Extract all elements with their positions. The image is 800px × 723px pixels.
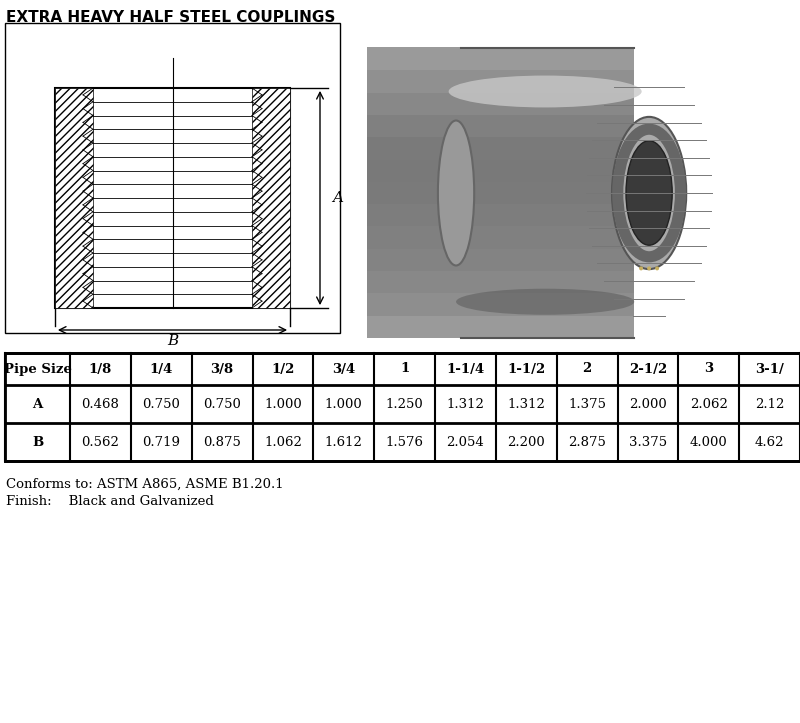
Text: 1.312: 1.312 xyxy=(446,398,484,411)
Text: 1/4: 1/4 xyxy=(150,362,173,375)
Text: 3/4: 3/4 xyxy=(332,362,355,375)
Text: Conforms to: ASTM A865, ASME B1.20.1: Conforms to: ASTM A865, ASME B1.20.1 xyxy=(6,478,284,491)
Text: Finish:    Black and Galvanized: Finish: Black and Galvanized xyxy=(6,495,214,508)
Circle shape xyxy=(639,266,643,270)
Text: 1.312: 1.312 xyxy=(507,398,545,411)
Circle shape xyxy=(655,266,659,270)
Ellipse shape xyxy=(612,117,686,269)
Text: 4.000: 4.000 xyxy=(690,435,728,448)
Text: 0.719: 0.719 xyxy=(142,435,180,448)
Text: 0.875: 0.875 xyxy=(203,435,241,448)
Bar xyxy=(5,353,800,461)
Text: 0.468: 0.468 xyxy=(82,398,119,411)
Text: 2-1/2: 2-1/2 xyxy=(629,362,667,375)
Text: 2.875: 2.875 xyxy=(568,435,606,448)
Text: Pipe Size: Pipe Size xyxy=(3,362,71,375)
Text: 2.12: 2.12 xyxy=(755,398,784,411)
Bar xyxy=(367,292,634,316)
Bar xyxy=(252,88,290,308)
Text: 3: 3 xyxy=(704,362,714,375)
Text: B: B xyxy=(167,334,178,348)
Bar xyxy=(367,226,634,249)
Text: 1/8: 1/8 xyxy=(89,362,112,375)
Text: 0.750: 0.750 xyxy=(142,398,180,411)
Ellipse shape xyxy=(626,141,672,245)
Bar xyxy=(367,270,634,294)
Ellipse shape xyxy=(438,121,474,265)
Text: A: A xyxy=(32,398,42,411)
Text: 4.62: 4.62 xyxy=(755,435,784,448)
Text: 0.750: 0.750 xyxy=(203,398,241,411)
Text: 1-1/2: 1-1/2 xyxy=(507,362,546,375)
Text: 2.054: 2.054 xyxy=(446,435,484,448)
Bar xyxy=(367,136,634,160)
Text: 1.000: 1.000 xyxy=(325,398,362,411)
Text: EXTRA HEAVY HALF STEEL COUPLINGS: EXTRA HEAVY HALF STEEL COUPLINGS xyxy=(6,10,335,25)
Ellipse shape xyxy=(449,75,642,108)
Text: 1: 1 xyxy=(400,362,410,375)
Bar xyxy=(55,88,93,308)
Text: 1.062: 1.062 xyxy=(264,435,302,448)
Ellipse shape xyxy=(456,288,634,315)
Text: 2.062: 2.062 xyxy=(690,398,728,411)
Bar xyxy=(367,158,634,182)
Circle shape xyxy=(647,266,651,270)
Text: B: B xyxy=(32,435,43,448)
Text: 1.375: 1.375 xyxy=(568,398,606,411)
Text: 2.200: 2.200 xyxy=(507,435,545,448)
Text: 3/8: 3/8 xyxy=(210,362,234,375)
Text: 1.000: 1.000 xyxy=(264,398,302,411)
Text: 1.612: 1.612 xyxy=(325,435,362,448)
Bar xyxy=(367,203,634,226)
Text: A: A xyxy=(332,191,343,205)
Bar xyxy=(55,88,290,308)
Text: 1-1/4: 1-1/4 xyxy=(446,362,485,375)
Text: 1.576: 1.576 xyxy=(386,435,423,448)
Text: 2: 2 xyxy=(582,362,592,375)
Bar xyxy=(367,114,634,137)
Text: 2.000: 2.000 xyxy=(629,398,666,411)
Bar xyxy=(367,69,634,93)
Text: 0.562: 0.562 xyxy=(82,435,119,448)
Bar xyxy=(367,47,634,70)
Bar xyxy=(367,92,634,115)
Text: 1/2: 1/2 xyxy=(271,362,294,375)
Bar xyxy=(367,248,634,271)
Bar xyxy=(5,23,340,333)
Text: 1.250: 1.250 xyxy=(386,398,423,411)
Bar xyxy=(367,181,634,204)
Text: 3-1/: 3-1/ xyxy=(755,362,784,375)
Bar xyxy=(367,315,634,338)
Text: 3.375: 3.375 xyxy=(629,435,667,448)
